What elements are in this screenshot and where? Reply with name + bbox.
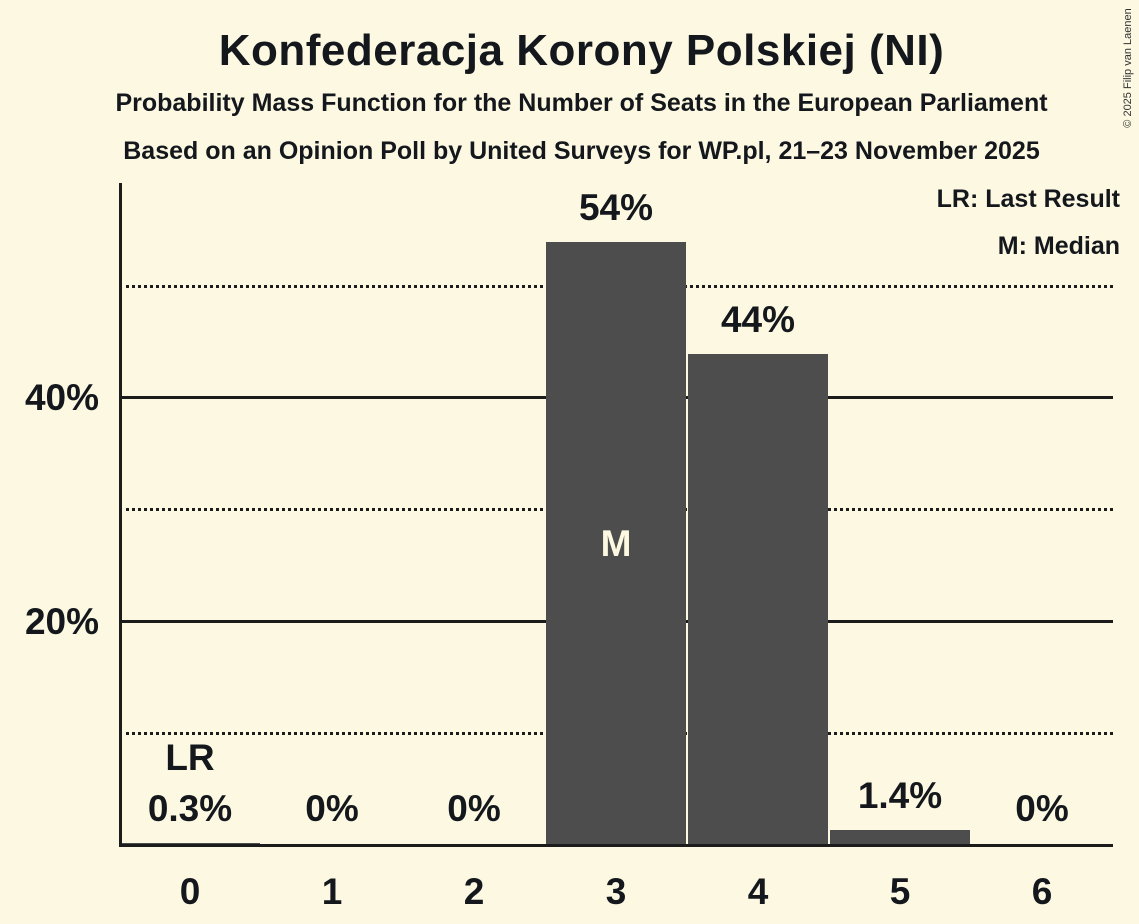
value-label-seat-0: 0.3% [147, 788, 233, 829]
value-label-seat-1: 0% [305, 788, 359, 829]
bar-seat-5 [830, 830, 970, 846]
x-tick-seat-5: 5 [889, 871, 911, 912]
value-label-seat-3: 54% [578, 187, 654, 228]
x-tick-seat-4: 4 [747, 871, 769, 912]
value-label-seat-4: 44% [720, 299, 796, 340]
value-label-seat-5: 1.4% [857, 775, 943, 816]
legend: LR: Last Result M: Median [937, 187, 1120, 281]
last-result-annotation: LR [165, 737, 215, 778]
median-annotation: M [600, 523, 632, 564]
y-tick-40pct: 40% [24, 377, 99, 419]
y-tick-20pct: 20% [24, 601, 99, 643]
x-tick-seat-2: 2 [463, 871, 485, 912]
legend-median: M: Median [997, 232, 1120, 260]
x-tick-seat-0: 0 [179, 871, 201, 912]
chart-subtitle-function: Probability Mass Function for the Number… [115, 89, 1048, 117]
value-label-seat-6: 0% [1015, 788, 1069, 829]
x-tick-seat-3: 3 [605, 871, 627, 912]
chart-subtitle-poll-source: Based on an Opinion Poll by United Surve… [123, 137, 1040, 165]
plot-area: 0.3% 0% 0% 54% 44% 1.4% 0% LR M [119, 183, 1113, 847]
x-tick-seat-1: 1 [321, 871, 343, 912]
bar-seat-4 [688, 354, 828, 846]
value-label-seat-2: 0% [447, 788, 501, 829]
chart-title: Konfederacja Korony Polskiej (NI) [218, 26, 945, 75]
y-axis-line [119, 183, 122, 846]
bar-seat-3 [546, 242, 686, 846]
x-tick-seat-6: 6 [1031, 871, 1053, 912]
copyright-text: © 2025 Filip van Laenen [1122, 8, 1134, 128]
x-axis-line [119, 844, 1113, 847]
copyright-notice: © 2025 Filip van Laenen [1118, 5, 1138, 131]
legend-last-result: LR: Last Result [936, 185, 1120, 213]
